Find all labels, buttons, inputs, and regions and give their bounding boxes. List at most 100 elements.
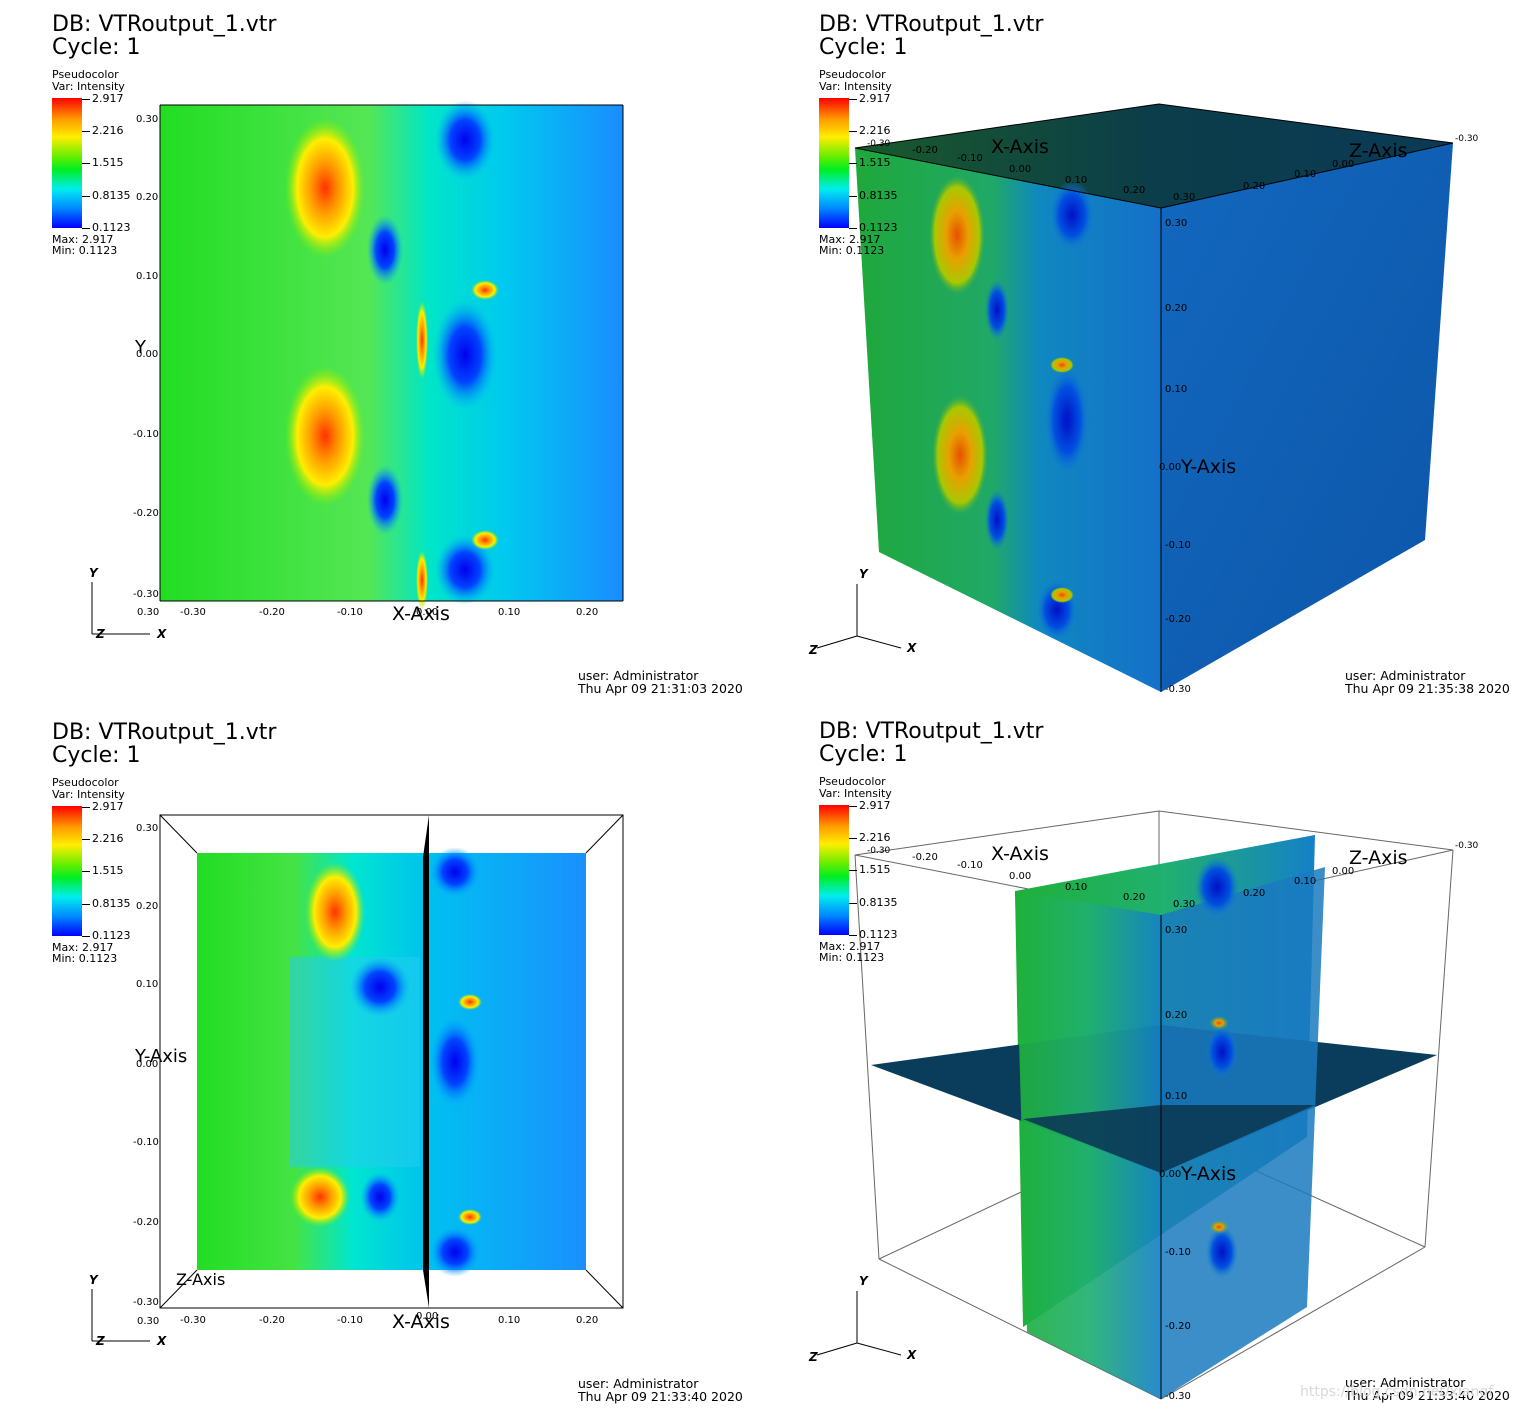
- legend-tick: 2.917: [82, 801, 124, 812]
- x-tick-label: 0.00: [1009, 164, 1031, 175]
- hot-spot: [305, 862, 365, 962]
- x-tick-label: 0.20: [1123, 892, 1145, 903]
- y-axis-label: Y-Axis: [134, 1046, 187, 1067]
- cold-spot: [985, 280, 1009, 340]
- cold-spot: [1195, 857, 1239, 917]
- hot-spot: [471, 530, 499, 550]
- triad-x-label: X: [906, 641, 917, 655]
- cold-spot: [350, 957, 410, 1017]
- y-tick-label: 0.10: [1165, 1091, 1187, 1102]
- x-tick-label: -0.20: [259, 1315, 285, 1326]
- timestamp: Thu Apr 09 21:33:40 2020: [1345, 1388, 1510, 1403]
- cold-spot: [430, 1017, 480, 1107]
- legend-max: Max: 2.917: [819, 233, 881, 246]
- legend-max: Max: 2.917: [52, 233, 114, 246]
- y-tick-label: -0.30: [1165, 684, 1191, 695]
- y-axis-label: Y-Axis: [1180, 1163, 1236, 1185]
- user-label: user: Administrator: [1345, 668, 1466, 683]
- triad-z-label: Z: [95, 1334, 105, 1348]
- legend-variable: Var: Intensity: [52, 80, 125, 93]
- axis-triad-icon: Y Z X: [808, 1274, 917, 1364]
- x-tick-label: 0.10: [498, 607, 520, 618]
- z-tick-label: 0.20: [1243, 181, 1265, 192]
- viewer-window-top-right[interactable]: X-Axis -0.30 -0.20 -0.10 0.00 0.10 0.20 …: [767, 0, 1534, 707]
- colorbar-legend-icon: [52, 806, 82, 936]
- z-tick-label: 0.10: [1294, 876, 1316, 887]
- triad-x-label: X: [906, 1348, 917, 1362]
- legend-plot-type: Pseudocolor: [819, 775, 886, 788]
- colorbar-legend-icon: [52, 98, 82, 228]
- cycle-label: Cycle: 1: [819, 35, 908, 60]
- hot-spot: [932, 395, 988, 515]
- y-tick-label: 0.30: [1165, 218, 1187, 229]
- cube-top-face: [855, 104, 1453, 208]
- x-tick-label: -0.10: [957, 860, 983, 871]
- timestamp: Thu Apr 09 21:33:40 2020: [578, 1389, 743, 1404]
- plot-canvas[interactable]: 0.30 0.20 0.10 0.00 -0.10 -0.20 -0.30 Y …: [0, 0, 767, 707]
- cold-spot: [1206, 1026, 1238, 1078]
- plot-canvas[interactable]: X-Axis -0.30 -0.20 -0.10 0.00 0.10 0.20 …: [767, 0, 1534, 707]
- y-tick-label: 0.10: [136, 979, 158, 990]
- hot-spot: [285, 118, 365, 258]
- y-tick-label: -0.20: [1165, 1321, 1191, 1332]
- plot-canvas[interactable]: 0.30 0.20 0.10 0.00 -0.10 -0.20 -0.30 Y-…: [0, 707, 767, 1414]
- x-axis-label: X-Axis: [991, 843, 1049, 865]
- y-tick-label: 0.20: [1165, 1010, 1187, 1021]
- y-tick-label: -0.10: [1165, 540, 1191, 551]
- legend-tick: 2.917: [849, 800, 891, 811]
- y-tick-label: -0.30: [1165, 1391, 1191, 1402]
- legend-tick: 0.1123: [849, 929, 898, 940]
- colorbar-legend-icon: [819, 805, 849, 935]
- cycle-label: Cycle: 1: [52, 35, 141, 60]
- y-tick-label: 0.00: [136, 1059, 158, 1070]
- x-tick-label: 0.00: [416, 1311, 438, 1322]
- z-tick-label: -0.30: [1455, 134, 1479, 144]
- legend-plot-type: Pseudocolor: [52, 68, 119, 81]
- viewer-window-bottom-right[interactable]: X-Axis -0.30 -0.20 -0.10 0.00 0.10 0.20 …: [767, 707, 1534, 1414]
- box-edge: [585, 814, 624, 854]
- hot-spot: [929, 175, 985, 295]
- hot-spot: [471, 280, 499, 300]
- triad-z-label: Z: [808, 643, 818, 657]
- legend-tick: 2.917: [82, 93, 124, 104]
- legend-tick: 2.216: [82, 125, 124, 136]
- x-axis-label: X-Axis: [392, 1311, 450, 1333]
- cold-spot: [435, 100, 495, 180]
- viewer-window-top-left[interactable]: DB: VTRoutput_1.vtr Cycle: 1 Pseudocolor…: [0, 0, 767, 707]
- hot-spot: [458, 1209, 482, 1225]
- x-tick-label: 0.20: [1123, 185, 1145, 196]
- slice-edge-black: [423, 815, 429, 1308]
- hot-spot: [416, 300, 428, 380]
- triad-z-label: Z: [808, 1350, 818, 1364]
- legend-tick: 2.216: [82, 833, 124, 844]
- cold-spot: [1045, 365, 1089, 475]
- x-tick-label: 0.30: [137, 607, 159, 618]
- y-tick-label: 0.10: [1165, 384, 1187, 395]
- z-axis-label: Z-Axis: [1349, 847, 1408, 869]
- cold-spot: [430, 847, 480, 897]
- x-tick-label: 0.20: [576, 1315, 598, 1326]
- axis-triad-icon: Y Z X: [89, 566, 167, 641]
- box-edge: [159, 814, 198, 854]
- x-tick-label: 0.10: [1065, 175, 1087, 186]
- plot-canvas[interactable]: X-Axis -0.30 -0.20 -0.10 0.00 0.10 0.20 …: [767, 707, 1534, 1414]
- db-title: DB: VTRoutput_1.vtr: [819, 12, 1044, 37]
- legend-tick: 0.1123: [82, 222, 131, 233]
- legend-variable: Var: Intensity: [819, 787, 892, 800]
- cube-edges: [854, 103, 1454, 149]
- y-tick-label: 0.00: [1159, 1169, 1181, 1180]
- y-tick-label: 0.10: [136, 271, 158, 282]
- legend-tick: 2.917: [849, 93, 891, 104]
- legend-tick: 1.515: [849, 157, 891, 168]
- y-axis-label: Y-Axis: [1180, 456, 1236, 478]
- legend-max: Max: 2.917: [52, 941, 114, 954]
- colorbar-legend-icon: [819, 98, 849, 228]
- user-label: user: Administrator: [1345, 1375, 1466, 1390]
- y-tick-label: -0.30: [133, 1297, 159, 1308]
- cycle-label: Cycle: 1: [819, 742, 908, 767]
- viewer-window-bottom-left[interactable]: 0.30 0.20 0.10 0.00 -0.10 -0.20 -0.30 Y-…: [0, 707, 767, 1414]
- legend-variable: Var: Intensity: [52, 788, 125, 801]
- legend-tick: 1.515: [849, 864, 891, 875]
- x-tick-label: 0.30: [137, 1316, 159, 1327]
- y-tick-label: -0.10: [1165, 1247, 1191, 1258]
